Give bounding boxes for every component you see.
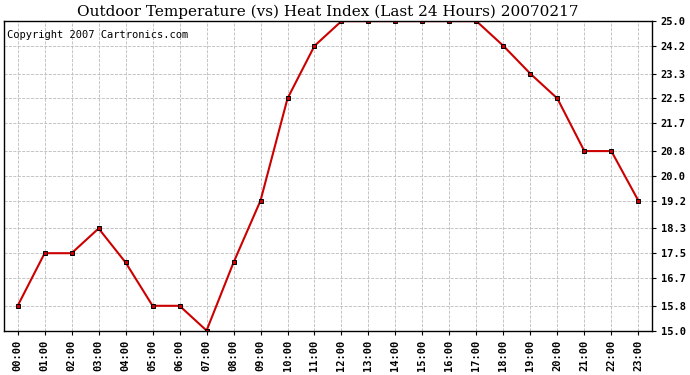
Title: Outdoor Temperature (vs) Heat Index (Last 24 Hours) 20070217: Outdoor Temperature (vs) Heat Index (Las… <box>77 4 579 18</box>
Text: Copyright 2007 Cartronics.com: Copyright 2007 Cartronics.com <box>8 30 188 40</box>
